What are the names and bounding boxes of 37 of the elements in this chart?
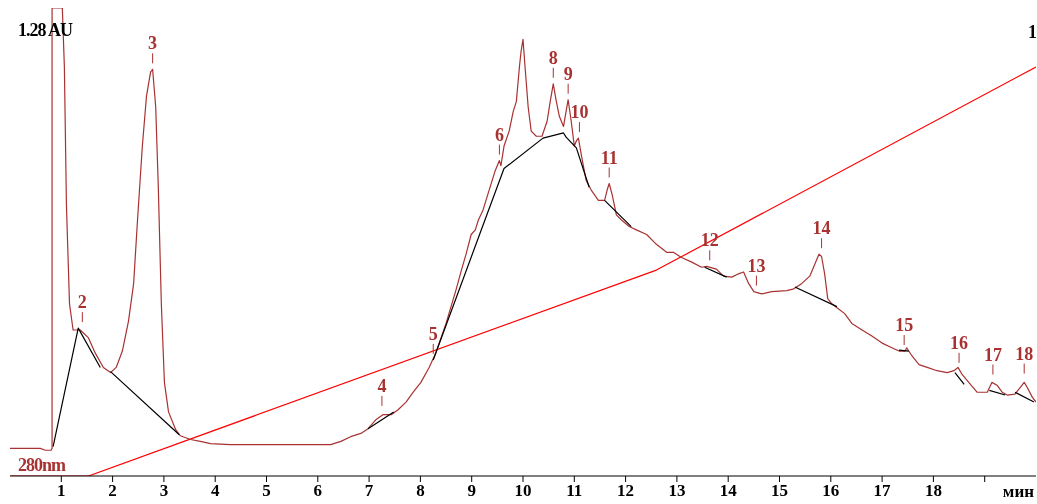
x-tick-label: 14	[719, 481, 738, 501]
x-tick-label: 2	[108, 481, 117, 501]
annotation: 3	[148, 33, 158, 54]
annotation: 17	[983, 344, 1002, 365]
annotation: 280nm	[18, 455, 66, 476]
x-tick-label: 11	[566, 481, 583, 501]
x-tick-label: 1	[57, 481, 66, 501]
x-tick-label: 6	[313, 481, 323, 501]
annotation: 16	[950, 332, 969, 353]
annotation: 1.28 AU	[18, 20, 73, 41]
x-tick-label: 18	[924, 481, 942, 501]
x-tick-label: 4	[210, 481, 220, 501]
annotation: 8	[548, 47, 558, 68]
annotation: 2	[77, 292, 87, 313]
x-tick-label: 15	[771, 481, 788, 501]
x-tick-label: 16	[822, 481, 840, 501]
annotation: 10	[570, 102, 589, 123]
x-tick-label: 17	[873, 481, 892, 501]
x-tick-label: 3	[159, 481, 169, 501]
x-axis-title: мин	[1002, 482, 1034, 502]
x-tick-label: 13	[668, 481, 686, 501]
annotation: 1	[1028, 22, 1036, 43]
x-tick-label: 12	[617, 481, 635, 501]
annotation: 14	[812, 218, 831, 239]
x-tick-label: 10	[514, 481, 532, 501]
annotation: 9	[563, 63, 573, 84]
annotation: 4	[377, 375, 387, 396]
annotation: 6	[494, 124, 504, 145]
x-tick-label: 9	[467, 481, 476, 501]
annotation: 11	[600, 147, 618, 168]
annotation: 15	[895, 315, 914, 336]
annotation: 13	[747, 255, 766, 276]
x-tick-label: 8	[416, 481, 425, 501]
annotation: 18	[1015, 343, 1034, 364]
x-tick-label: 5	[262, 481, 271, 501]
annotation: 5	[428, 323, 438, 344]
x-tick-label: 7	[364, 481, 374, 501]
